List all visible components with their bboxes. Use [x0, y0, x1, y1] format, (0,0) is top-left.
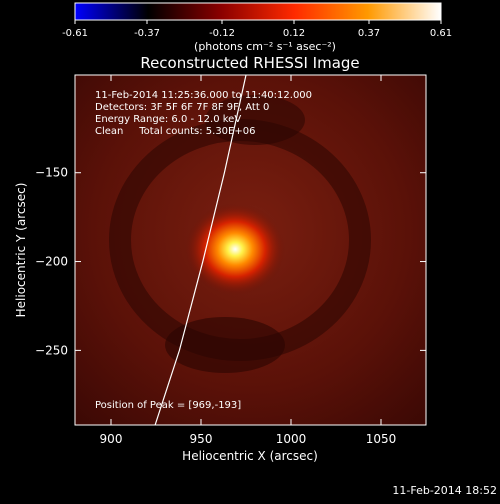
colorbar-tick-label: -0.12: [209, 28, 235, 39]
solar-limb-curve: [154, 75, 247, 425]
y-tick-label: −200: [35, 255, 68, 269]
y-tick-label: −150: [35, 166, 68, 180]
annotation-line-4: Clean Total counts: 5.30E+06: [95, 126, 255, 137]
colorbar-tick-label: -0.61: [62, 28, 88, 39]
y-tick-label: −250: [35, 343, 68, 357]
chart-title: Reconstructed RHESSI Image: [140, 54, 359, 72]
plot-frame: [74, 74, 427, 426]
annotations: 11-Feb-2014 11:25:36.000 to 11:40:12.000…: [95, 90, 312, 411]
colorbar-tick-label: 0.12: [283, 28, 305, 39]
y-axis-label: Heliocentric Y (arcsec): [14, 183, 28, 318]
x-axis-ticks: 900 950 1000 1050: [100, 75, 397, 446]
colorbar-unit-label: (photons cm⁻² s⁻¹ asec⁻²): [194, 40, 336, 53]
colorbar-ticks: -0.61 -0.37 -0.12 0.12 0.37 0.61: [62, 20, 452, 39]
colorbar-tick-label: 0.37: [358, 28, 380, 39]
annotation-line-1: 11-Feb-2014 11:25:36.000 to 11:40:12.000: [95, 90, 312, 101]
x-tick-label: 950: [190, 432, 213, 446]
x-tick-label: 1000: [276, 432, 307, 446]
colorbar-tick-label: 0.61: [430, 28, 452, 39]
x-tick-label: 900: [100, 432, 123, 446]
dark-blob-lower: [165, 317, 285, 373]
annotation-line-3: Energy Range: 6.0 - 12.0 keV: [95, 114, 241, 125]
y-axis-ticks: −150 −200 −250: [35, 166, 426, 357]
x-axis-label: Heliocentric X (arcsec): [182, 449, 318, 463]
colorbar-tick-label: -0.37: [134, 28, 160, 39]
plot-area: [75, 75, 426, 425]
colorbar: [74, 2, 442, 21]
x-tick-label: 1050: [366, 432, 397, 446]
dark-blob-upper: [205, 95, 305, 145]
annotation-line-2: Detectors: 3F 5F 6F 7F 8F 9F, Att 0: [95, 102, 269, 113]
footer-timestamp: 11-Feb-2014 18:52: [392, 484, 497, 497]
peak-position-label: Position of Peak = [969,-193]: [95, 400, 241, 411]
peak-source: [185, 203, 286, 296]
